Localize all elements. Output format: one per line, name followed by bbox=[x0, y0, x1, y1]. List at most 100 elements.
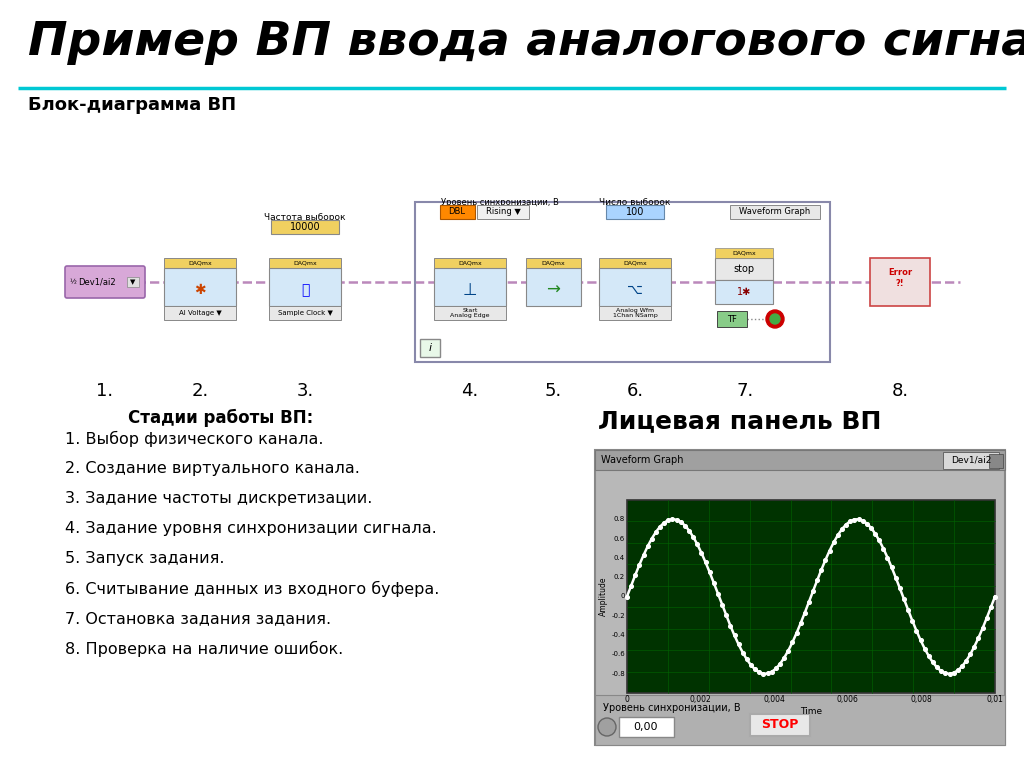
Point bbox=[685, 531, 701, 543]
Point bbox=[793, 617, 809, 630]
Text: 2.: 2. bbox=[191, 382, 209, 400]
Text: Число выборок: Число выборок bbox=[599, 198, 671, 207]
Text: 5. Запуск задания.: 5. Запуск задания. bbox=[65, 551, 224, 566]
Point bbox=[933, 665, 949, 677]
Text: 1.: 1. bbox=[96, 382, 114, 400]
Text: 5.: 5. bbox=[545, 382, 561, 400]
Text: stop: stop bbox=[733, 264, 755, 274]
Text: DBL: DBL bbox=[449, 208, 466, 216]
Text: Waveform Graph: Waveform Graph bbox=[601, 455, 683, 465]
Text: 0,01: 0,01 bbox=[986, 695, 1004, 704]
Bar bbox=[415, 202, 830, 362]
Bar bbox=[127, 277, 139, 287]
Bar bbox=[269, 258, 341, 268]
Point bbox=[867, 528, 884, 540]
Text: Блок-диаграмма ВП: Блок-диаграмма ВП bbox=[28, 96, 237, 114]
Text: -0.6: -0.6 bbox=[611, 651, 625, 657]
Point bbox=[772, 657, 788, 670]
Point bbox=[701, 566, 718, 578]
Text: ½: ½ bbox=[70, 279, 77, 285]
Point bbox=[859, 518, 876, 530]
Text: 7. Остановка задания задания.: 7. Остановка задания задания. bbox=[65, 611, 331, 626]
Point bbox=[838, 518, 854, 531]
Circle shape bbox=[598, 718, 616, 736]
Text: DAQmx: DAQmx bbox=[732, 251, 756, 255]
Point bbox=[730, 638, 746, 650]
Bar bbox=[434, 258, 506, 268]
Point bbox=[760, 667, 776, 680]
Bar bbox=[525, 268, 581, 306]
Point bbox=[768, 663, 784, 675]
Text: 0: 0 bbox=[625, 695, 630, 704]
Text: 4. Задание уровня синхронизации сигнала.: 4. Задание уровня синхронизации сигнала. bbox=[65, 521, 437, 536]
Point bbox=[925, 657, 941, 669]
Text: Лицевая панель ВП: Лицевая панель ВП bbox=[598, 409, 882, 433]
Bar bbox=[164, 306, 236, 320]
Point bbox=[648, 526, 665, 538]
Text: Уровень синхронизации, В: Уровень синхронизации, В bbox=[603, 703, 740, 713]
Text: DAQmx: DAQmx bbox=[624, 261, 647, 265]
Point bbox=[722, 620, 738, 632]
Text: -0.2: -0.2 bbox=[611, 613, 625, 619]
Bar bbox=[595, 450, 1005, 745]
Point bbox=[884, 561, 900, 574]
FancyBboxPatch shape bbox=[65, 266, 145, 298]
Point bbox=[896, 593, 912, 605]
Text: 10000: 10000 bbox=[290, 222, 321, 232]
Point bbox=[871, 535, 888, 547]
Point bbox=[764, 666, 780, 678]
Text: ▼: ▼ bbox=[130, 279, 136, 285]
Text: 0: 0 bbox=[621, 594, 625, 600]
Point bbox=[693, 547, 710, 559]
Text: AI Voltage ▼: AI Voltage ▼ bbox=[178, 310, 221, 316]
Text: Time: Time bbox=[800, 707, 822, 716]
Text: -0.4: -0.4 bbox=[611, 632, 625, 638]
Bar bbox=[599, 306, 671, 320]
Text: 8.: 8. bbox=[892, 382, 908, 400]
Text: STOP: STOP bbox=[761, 719, 799, 732]
Text: 0.8: 0.8 bbox=[613, 516, 625, 522]
Point bbox=[975, 622, 991, 634]
Point bbox=[656, 517, 673, 529]
Bar bbox=[715, 280, 773, 304]
Bar bbox=[525, 258, 581, 268]
Circle shape bbox=[770, 314, 780, 324]
Point bbox=[987, 591, 1004, 603]
Point bbox=[809, 574, 825, 587]
Point bbox=[780, 644, 797, 657]
Point bbox=[842, 515, 858, 528]
Point bbox=[912, 634, 929, 647]
Point bbox=[697, 556, 714, 568]
Text: Start
Analog Edge: Start Analog Edge bbox=[451, 308, 489, 318]
Bar bbox=[595, 450, 1005, 470]
Point bbox=[904, 614, 921, 627]
Text: -0.8: -0.8 bbox=[611, 670, 625, 676]
Bar bbox=[599, 268, 671, 306]
Bar bbox=[618, 717, 674, 737]
Point bbox=[677, 519, 693, 532]
Point bbox=[631, 558, 647, 571]
Point bbox=[880, 551, 896, 564]
Bar bbox=[440, 205, 475, 219]
Text: Dev1/ai2: Dev1/ai2 bbox=[78, 278, 116, 287]
Bar bbox=[269, 306, 341, 320]
Point bbox=[846, 513, 862, 525]
Point bbox=[921, 650, 937, 662]
Point bbox=[971, 632, 987, 644]
Point bbox=[618, 591, 635, 603]
Point bbox=[854, 515, 870, 527]
Text: Amplitude: Amplitude bbox=[598, 577, 607, 616]
Point bbox=[752, 666, 768, 678]
Text: Частота выборок: Частота выборок bbox=[264, 213, 346, 222]
Bar bbox=[164, 258, 236, 268]
Text: Пример ВП ввода аналогового сигнала: Пример ВП ввода аналогового сигнала bbox=[28, 20, 1024, 65]
Bar bbox=[434, 306, 506, 320]
Bar bbox=[715, 248, 773, 258]
Text: Sample Clock ▼: Sample Clock ▼ bbox=[278, 310, 333, 316]
Point bbox=[953, 660, 970, 673]
Point bbox=[892, 582, 908, 594]
Point bbox=[738, 653, 755, 666]
Point bbox=[689, 538, 706, 551]
Text: 0.6: 0.6 bbox=[613, 535, 625, 542]
Text: 0,002: 0,002 bbox=[690, 695, 712, 704]
